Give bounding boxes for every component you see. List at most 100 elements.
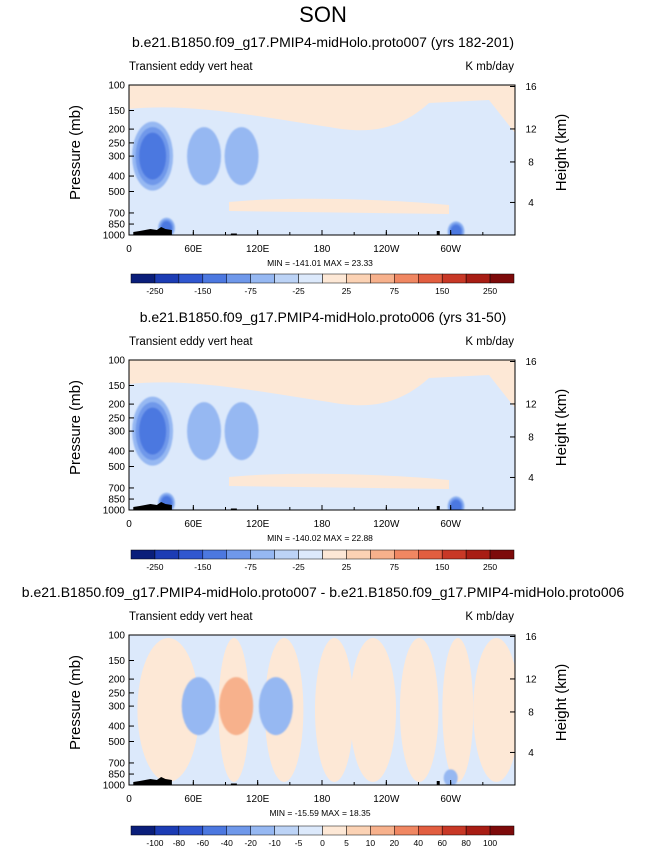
colorbar-label: 100 <box>483 838 497 848</box>
x-tick-label: 120W <box>373 794 400 805</box>
y-tick-label: 400 <box>108 447 125 458</box>
colorbar-swatch <box>322 273 347 284</box>
colorbar-swatch <box>202 549 227 560</box>
colorbar-label: -75 <box>245 562 258 572</box>
x-tick-label: 180 <box>314 519 331 530</box>
min-max-stats: MIN = -141.01 MAX = 23.33 <box>267 258 373 268</box>
min-max-stats: MIN = -140.02 MAX = 22.88 <box>267 533 373 543</box>
colorbar-label: 0 <box>320 838 325 848</box>
x-tick-label: 120W <box>373 244 400 255</box>
positive-region <box>229 473 449 489</box>
min-max-stats: MIN = -15.59 MAX = 18.35 <box>269 808 370 818</box>
colorbar-swatch <box>274 273 299 284</box>
x-tick-label: 120E <box>246 244 270 255</box>
topography <box>133 227 172 235</box>
colorbar-swatch <box>489 549 515 560</box>
y-tick-label: 500 <box>108 187 125 198</box>
colorbar-swatch <box>465 549 491 560</box>
colorbar-label: 75 <box>390 562 400 572</box>
x-tick-label: 60W <box>440 794 461 805</box>
positive-streak <box>314 638 354 782</box>
topography <box>133 777 172 785</box>
colorbar-label: -60 <box>197 838 210 848</box>
colorbar-label: -80 <box>173 838 186 848</box>
colorbar-label: 250 <box>483 562 497 572</box>
contour-blob <box>450 224 462 235</box>
colorbar-label: -25 <box>292 286 305 296</box>
positive-streak <box>399 638 439 782</box>
colorbar-swatch <box>465 825 491 836</box>
colorbar-swatch <box>322 549 347 560</box>
colorbar-swatch <box>441 273 467 284</box>
near-surface-band <box>129 492 515 510</box>
colorbar-label: -10 <box>268 838 281 848</box>
colorbar-swatch <box>226 825 251 836</box>
panel-left-label: Transient eddy vert heat <box>129 611 253 623</box>
y-tick-label: 850 <box>108 220 125 231</box>
x-tick-label: 0 <box>126 519 132 530</box>
colorbar-label: -5 <box>295 838 303 848</box>
colorbar-swatch <box>154 549 180 560</box>
y-tick-label: 400 <box>108 172 125 183</box>
y2-axis-label: Height (km) <box>553 389 570 467</box>
colorbar-swatch <box>322 825 347 836</box>
colorbar-label: 60 <box>437 838 447 848</box>
y2-tick-label: 12 <box>525 674 537 685</box>
colorbar: -250 -150 -75 -25 25 75 150 250 <box>130 549 515 572</box>
colorbar-swatch <box>298 549 323 560</box>
contour-blob <box>224 127 259 186</box>
contour-blob <box>139 407 167 455</box>
colorbar-swatch <box>489 825 515 836</box>
contour-field <box>129 85 515 235</box>
colorbar-swatch <box>370 825 395 836</box>
positive-region <box>229 198 449 214</box>
colorbar-swatch <box>130 273 156 284</box>
colorbar-swatch <box>178 825 204 836</box>
colorbar-label: -40 <box>221 838 234 848</box>
contour-blob <box>219 677 254 736</box>
colorbar-swatch <box>370 549 395 560</box>
colorbar-label: 250 <box>483 286 497 296</box>
panel-right-label: K mb/day <box>465 611 514 623</box>
y-axis-label: Pressure (mb) <box>67 380 84 475</box>
colorbar-label: 150 <box>435 286 449 296</box>
positive-streak <box>137 638 200 782</box>
x-tick-label: 60W <box>440 519 461 530</box>
x-tick-label: 180 <box>314 794 331 805</box>
y2-tick-label: 16 <box>525 632 537 643</box>
x-tick-label: 180 <box>314 244 331 255</box>
y-tick-label: 100 <box>108 81 125 92</box>
colorbar-label: -150 <box>194 286 211 296</box>
x-tick-label: 120E <box>246 519 270 530</box>
y-tick-label: 1000 <box>103 231 126 242</box>
positive-streak <box>473 638 515 782</box>
contour-blob <box>258 677 293 736</box>
x-tick-label: 60E <box>184 519 202 530</box>
colorbar-label: -20 <box>245 838 258 848</box>
colorbar-swatch <box>298 825 323 836</box>
colorbar-label: -100 <box>146 838 163 848</box>
contour-blob <box>224 402 259 461</box>
y-tick-label: 300 <box>108 702 125 713</box>
y2-tick-label: 8 <box>528 157 534 168</box>
colorbar-swatch <box>418 549 443 560</box>
chart-panel-1: b.e21.B1850.f09_g17.PMIP4-midHolo.proto0… <box>67 34 570 296</box>
colorbar-label: -150 <box>194 562 211 572</box>
y-tick-label: 200 <box>108 675 125 686</box>
colorbar: -250 -150 -75 -25 25 75 150 250 <box>130 273 515 296</box>
y2-tick-label: 12 <box>525 399 537 410</box>
topography <box>230 508 237 510</box>
y2-tick-label: 16 <box>525 82 537 93</box>
colorbar-swatch <box>441 549 467 560</box>
colorbar-label: 80 <box>461 838 471 848</box>
y2-tick-label: 12 <box>525 124 537 135</box>
contour-blob <box>181 677 216 736</box>
y-tick-label: 200 <box>108 400 125 411</box>
colorbar-swatch <box>250 549 275 560</box>
y-tick-label: 1000 <box>103 781 126 792</box>
colorbar-label: 10 <box>366 838 376 848</box>
colorbar-swatch <box>202 273 227 284</box>
colorbar-label: 150 <box>435 562 449 572</box>
y-tick-label: 300 <box>108 427 125 438</box>
y-tick-label: 700 <box>108 483 125 494</box>
